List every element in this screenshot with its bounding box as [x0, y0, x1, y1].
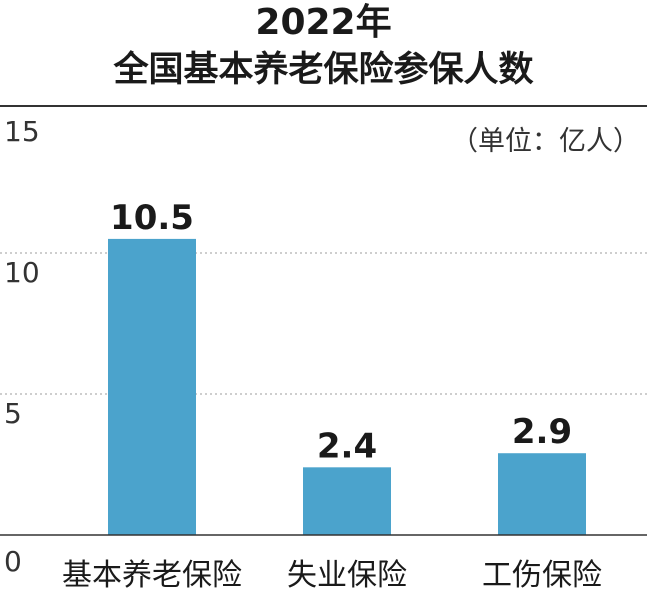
- unit-label: （单位：亿人）: [451, 126, 640, 157]
- x-tick-labels: 基本养老保险 失业保险 工伤保险: [62, 558, 602, 591]
- bar-value-label: 10.5: [110, 198, 194, 238]
- category-label: 工伤保险: [482, 558, 602, 591]
- category-label: 基本养老保险: [62, 558, 242, 591]
- bars: [108, 238, 586, 535]
- bar: [303, 467, 391, 535]
- y-tick-label: 10: [4, 256, 40, 289]
- y-tick-label: 0: [4, 545, 22, 578]
- category-label: 失业保险: [287, 558, 407, 591]
- bar-value-label: 2.4: [317, 426, 377, 466]
- value-labels: 10.5 2.4 2.9: [110, 198, 572, 466]
- chart-title-year: 2022年: [255, 2, 392, 43]
- gridlines: [0, 252, 647, 395]
- y-tick-label: 15: [4, 115, 40, 148]
- bar: [498, 453, 586, 535]
- y-tick-label: 5: [4, 397, 22, 430]
- y-tick-labels: 0 5 10 15: [4, 115, 40, 578]
- bar: [108, 238, 196, 535]
- chart-title-subject: 全国基本养老保险参保人数: [113, 50, 534, 90]
- bar-value-label: 2.9: [512, 412, 572, 452]
